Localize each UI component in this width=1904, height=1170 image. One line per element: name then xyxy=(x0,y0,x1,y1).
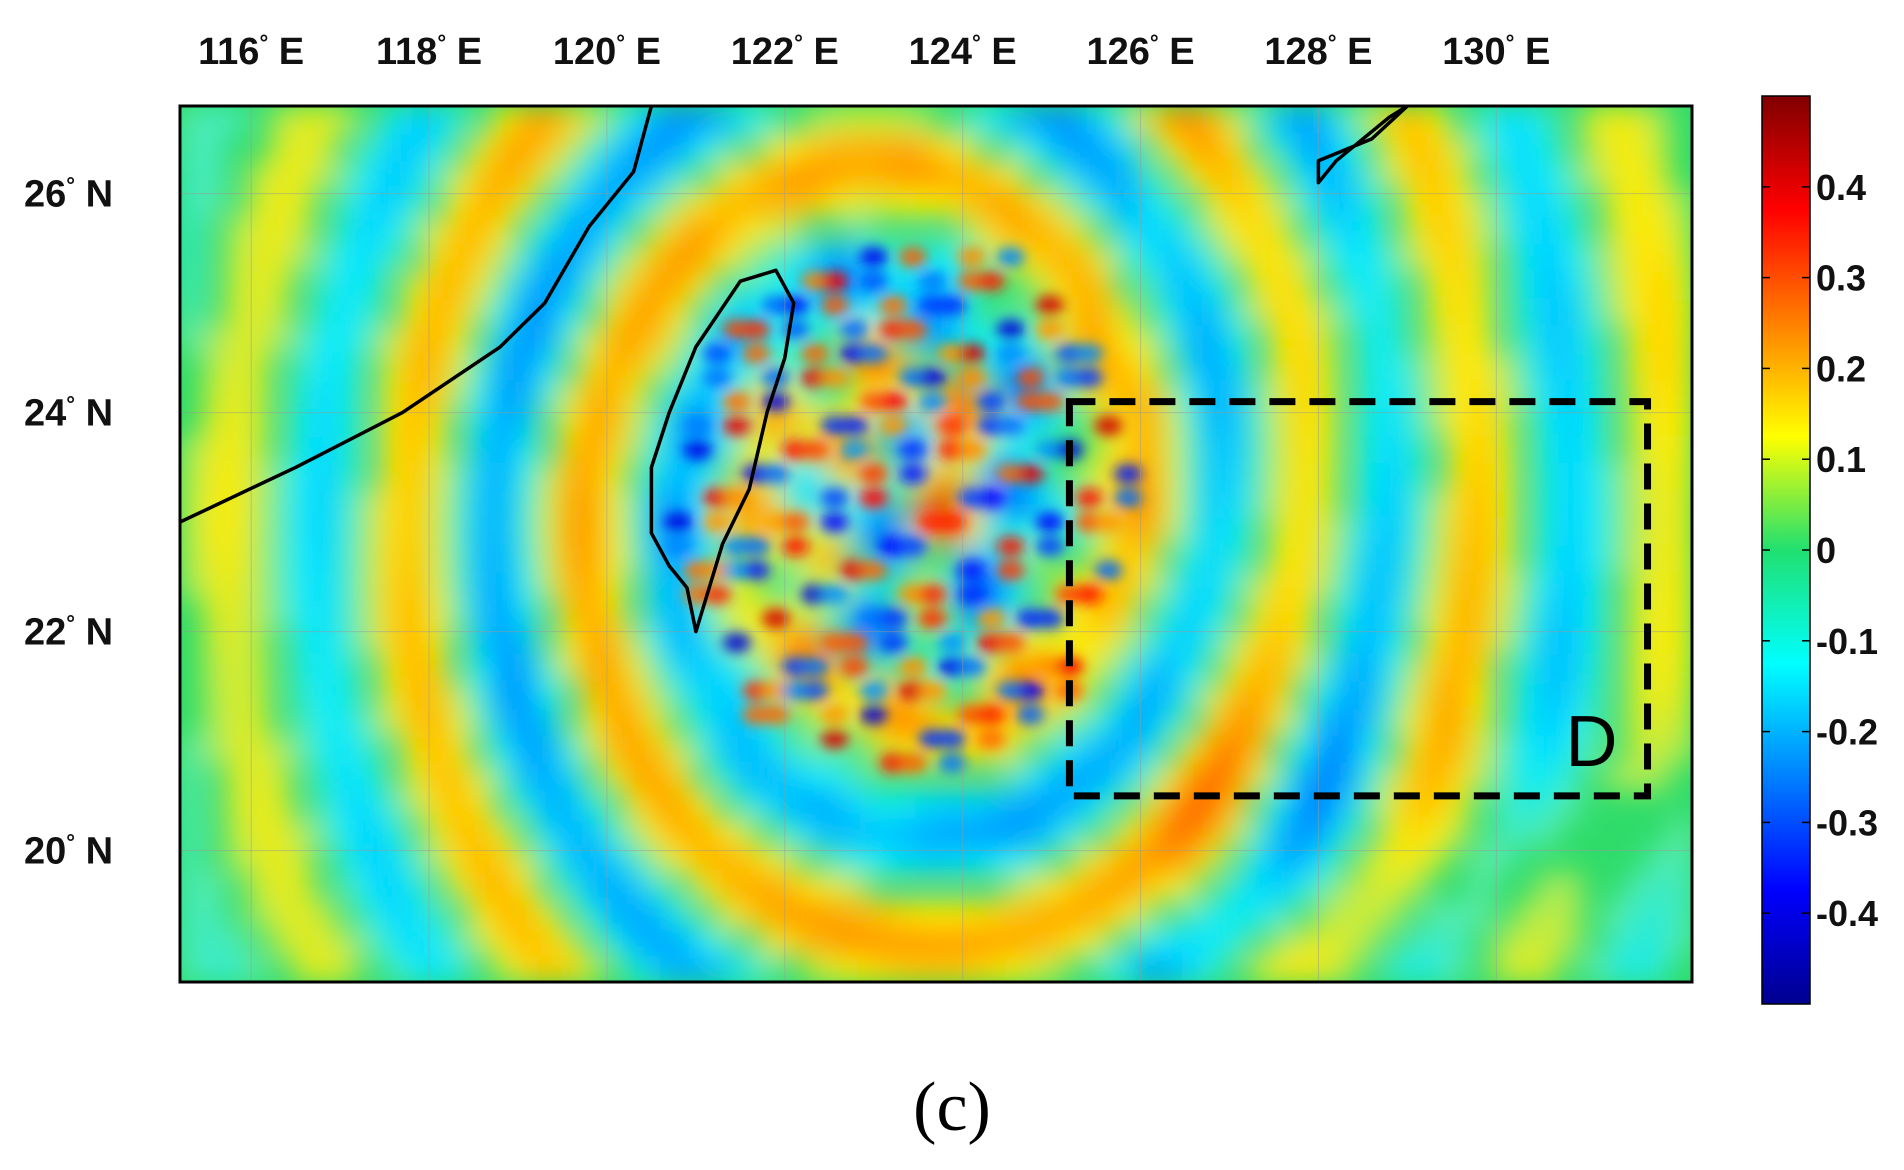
coastline-taiwan xyxy=(649,268,796,634)
lon-tick-label: 130° E xyxy=(1442,30,1550,73)
anomaly-field-detail xyxy=(664,247,1143,773)
longitude-tick-labels: 116° E 118° E 120° E 122° E 124° E 126° E 128°… xyxy=(198,30,1550,73)
map-area: D xyxy=(180,106,1692,982)
colorbar-tick-label: -0.1 xyxy=(1816,621,1878,662)
coastline-mainland-china xyxy=(180,106,654,524)
colorbar: 0.4 0.3 0.2 0.1 0 -0.1 -0.2 -0.3 -0.4 xyxy=(1761,95,1878,1005)
colorbar-tick-label: 0.4 xyxy=(1816,167,1866,208)
lon-tick-label: 124° E xyxy=(909,30,1017,73)
anomaly-field xyxy=(180,106,1692,982)
lon-tick-label: 122° E xyxy=(731,30,839,73)
lat-tick-label: 26° N xyxy=(24,173,113,216)
region-box-label: D xyxy=(1566,702,1618,782)
coastlines xyxy=(180,106,1410,634)
colorbar-ticks: 0.4 0.3 0.2 0.1 0 -0.1 -0.2 -0.3 -0.4 xyxy=(1762,167,1878,934)
lat-tick-label: 24° N xyxy=(24,392,113,435)
latitude-tick-labels: 26° N 24° N 22° N 20° N xyxy=(24,173,113,873)
region-box-d: D xyxy=(1065,398,1652,800)
colorbar-tick-label: -0.4 xyxy=(1816,893,1878,934)
lat-tick-label: 22° N xyxy=(24,611,113,654)
lon-tick-label: 128° E xyxy=(1264,30,1372,73)
colorbar-tick-label: 0 xyxy=(1816,530,1836,571)
lat-tick-label: 20° N xyxy=(24,830,113,873)
colorbar-tick-label: 0.3 xyxy=(1816,258,1866,299)
colorbar-tick-label: 0.1 xyxy=(1816,439,1866,480)
lon-tick-label: 116° E xyxy=(198,30,304,73)
graticule xyxy=(180,106,1692,982)
coastline-ryukyu-island xyxy=(1316,106,1410,185)
colorbar-tick-label: -0.3 xyxy=(1816,802,1878,843)
colorbar-tick-label: 0.2 xyxy=(1816,348,1866,389)
lon-tick-label: 120° E xyxy=(553,30,661,73)
colorbar-tick-label: -0.2 xyxy=(1816,712,1878,753)
panel-label: (c) xyxy=(913,1069,991,1146)
lon-tick-label: 118° E xyxy=(376,30,482,73)
lon-tick-label: 126° E xyxy=(1087,30,1195,73)
map-frame xyxy=(178,104,1694,984)
region-box-outline xyxy=(1065,398,1652,800)
